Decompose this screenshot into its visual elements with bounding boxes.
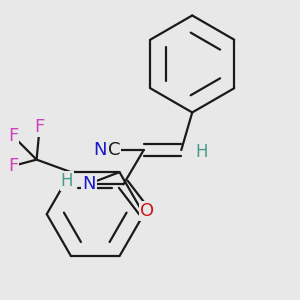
Text: H: H [61, 172, 73, 190]
Text: F: F [34, 118, 45, 136]
Text: F: F [8, 157, 18, 175]
Text: F: F [8, 127, 18, 145]
Text: N: N [82, 176, 96, 194]
Text: C: C [108, 141, 120, 159]
Text: O: O [140, 202, 154, 220]
Text: H: H [195, 142, 208, 160]
Text: N: N [93, 141, 107, 159]
